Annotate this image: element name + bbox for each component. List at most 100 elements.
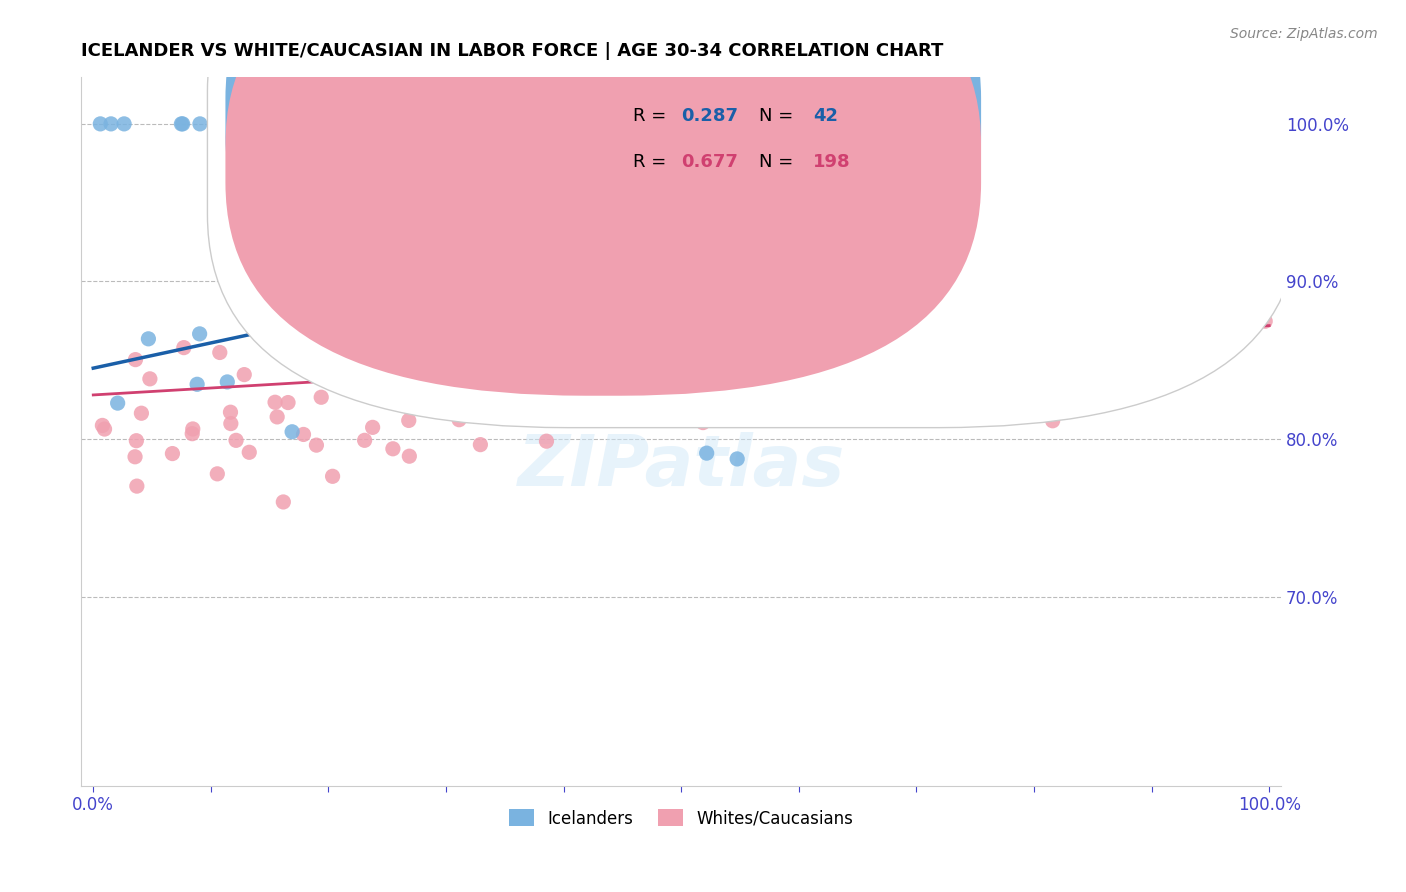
- Point: [329, 117, 352, 131]
- Point: [1115, 318, 1137, 333]
- Point: [1007, 344, 1029, 359]
- Point: [425, 367, 447, 381]
- Text: 0.287: 0.287: [682, 107, 738, 125]
- Point: [112, 117, 135, 131]
- Point: [659, 361, 682, 376]
- Point: [225, 434, 247, 448]
- Point: [1199, 273, 1222, 287]
- Point: [915, 305, 938, 319]
- Point: [1226, 315, 1249, 329]
- Point: [89, 117, 111, 131]
- Text: Source: ZipAtlas.com: Source: ZipAtlas.com: [1230, 27, 1378, 41]
- Point: [392, 392, 415, 407]
- Point: [797, 387, 820, 401]
- Point: [188, 326, 211, 341]
- Point: [1135, 279, 1157, 293]
- Point: [572, 321, 595, 335]
- Point: [1015, 364, 1038, 378]
- Point: [1012, 310, 1035, 325]
- Point: [1101, 263, 1123, 277]
- Point: [249, 265, 271, 279]
- Point: [963, 358, 986, 372]
- Point: [1067, 343, 1090, 357]
- Point: [603, 366, 626, 380]
- Point: [997, 359, 1019, 374]
- Point: [172, 117, 194, 131]
- Point: [398, 449, 420, 463]
- Point: [434, 392, 457, 406]
- Point: [675, 373, 697, 387]
- Point: [562, 356, 585, 370]
- Point: [682, 313, 704, 327]
- Text: N =: N =: [759, 153, 799, 170]
- Point: [287, 117, 309, 131]
- Point: [125, 434, 148, 448]
- Point: [547, 313, 569, 327]
- Legend: Icelanders, Whites/Caucasians: Icelanders, Whites/Caucasians: [502, 803, 860, 834]
- Point: [162, 446, 184, 460]
- Point: [990, 329, 1012, 343]
- Point: [908, 365, 931, 379]
- Point: [131, 406, 153, 420]
- Point: [689, 353, 711, 368]
- Point: [1150, 306, 1173, 320]
- Point: [1130, 289, 1153, 303]
- Point: [188, 117, 211, 131]
- Point: [322, 469, 344, 483]
- Point: [1192, 274, 1215, 288]
- Point: [529, 396, 551, 410]
- Point: [93, 422, 115, 436]
- Point: [948, 319, 970, 334]
- Point: [309, 390, 332, 404]
- Point: [654, 309, 676, 323]
- Point: [986, 343, 1008, 357]
- Point: [273, 495, 295, 509]
- Point: [661, 366, 683, 380]
- Point: [277, 395, 299, 409]
- Point: [522, 404, 544, 418]
- Point: [266, 409, 288, 424]
- Point: [291, 117, 314, 131]
- Point: [181, 426, 204, 441]
- Point: [949, 279, 972, 293]
- Point: [818, 69, 841, 83]
- Point: [1076, 285, 1098, 300]
- Point: [759, 365, 782, 379]
- Point: [346, 376, 368, 391]
- Point: [648, 374, 671, 388]
- Point: [896, 344, 918, 359]
- Point: [862, 355, 884, 369]
- Point: [863, 343, 886, 358]
- Point: [1098, 341, 1121, 355]
- Point: [1194, 299, 1216, 313]
- Point: [380, 356, 402, 370]
- Point: [527, 344, 550, 359]
- Point: [1002, 343, 1025, 357]
- Point: [125, 479, 148, 493]
- Point: [600, 317, 623, 331]
- Point: [1240, 305, 1263, 319]
- Text: N =: N =: [759, 107, 799, 125]
- Point: [91, 418, 114, 433]
- Point: [1159, 352, 1181, 367]
- Point: [859, 349, 882, 363]
- Text: 42: 42: [813, 107, 838, 125]
- Point: [499, 391, 522, 405]
- Point: [406, 346, 429, 360]
- Point: [641, 398, 664, 412]
- Point: [686, 379, 709, 393]
- Point: [991, 384, 1014, 399]
- Point: [882, 349, 904, 363]
- Point: [824, 384, 846, 399]
- Point: [385, 355, 408, 369]
- Point: [1204, 238, 1226, 252]
- Point: [264, 395, 287, 409]
- Point: [1053, 301, 1076, 316]
- Point: [305, 438, 328, 452]
- Point: [945, 369, 967, 384]
- Point: [672, 334, 695, 349]
- Point: [633, 345, 655, 359]
- Text: R =: R =: [633, 153, 672, 170]
- Point: [976, 303, 998, 318]
- Point: [831, 274, 853, 288]
